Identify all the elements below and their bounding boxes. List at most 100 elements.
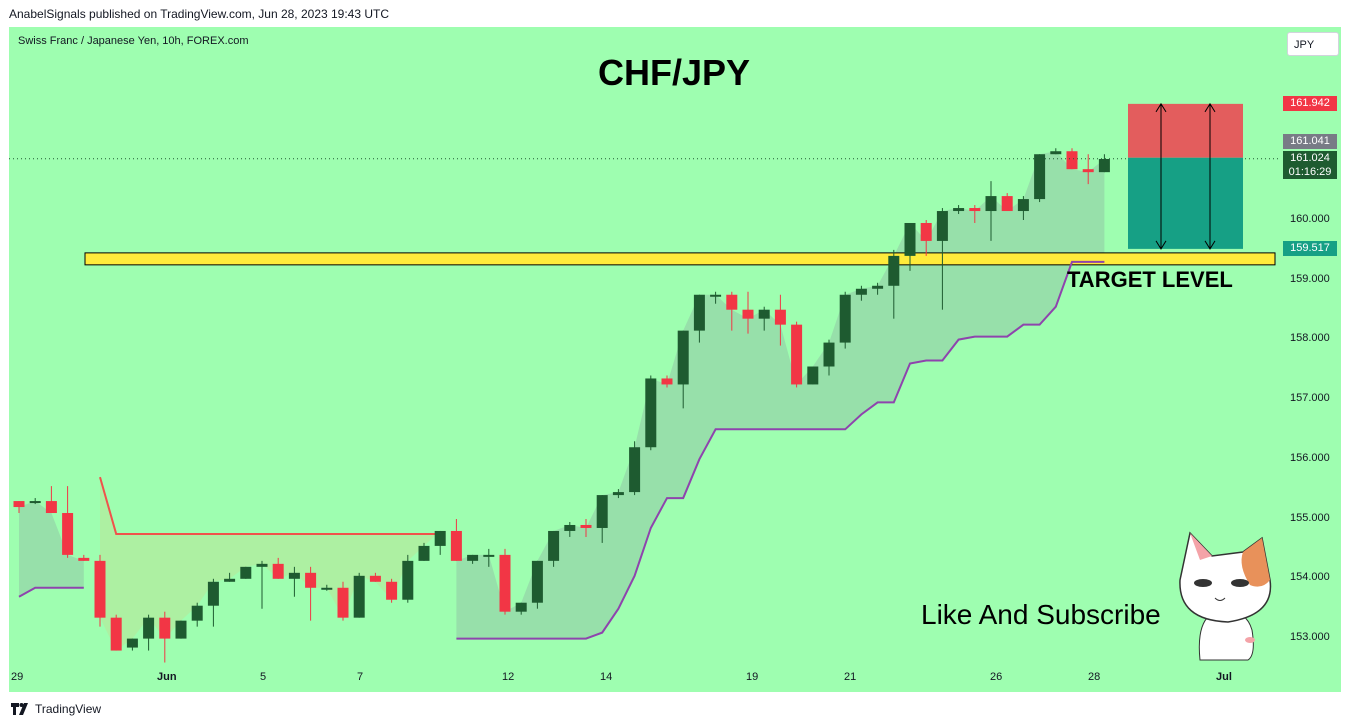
candle-body (791, 324, 803, 385)
x-tick-label: 28 (1088, 671, 1101, 683)
target-zone-band (84, 252, 1276, 266)
last-price-value: 161.024 (1290, 152, 1330, 164)
candle-body (807, 366, 819, 385)
candle-body (953, 208, 965, 212)
candle-body (321, 587, 333, 590)
trail-stop-line-long (456, 260, 1105, 640)
last-price-tag: 161.024 01:16:29 (1283, 151, 1337, 179)
candle-body (564, 524, 576, 531)
candle-body (13, 501, 25, 508)
candle-body (337, 587, 349, 618)
candle-body (580, 524, 592, 528)
currency-selector[interactable]: JPY (1287, 32, 1339, 56)
candle-body (78, 557, 90, 561)
x-tick-label: 5 (260, 671, 267, 683)
footer-brand: TradingView (35, 702, 102, 716)
target-price-tag: 159.517 (1283, 241, 1337, 256)
candle-body (224, 578, 236, 582)
candle-body (872, 285, 884, 289)
y-tick-label: 153.000 (1290, 631, 1330, 643)
candle-body (758, 309, 770, 319)
trail-fill-area (100, 477, 441, 651)
candle-body (418, 545, 430, 561)
candle-body (256, 563, 268, 567)
x-tick-label: 12 (502, 671, 515, 683)
candle-body (1050, 151, 1062, 155)
y-tick-label: 156.000 (1290, 452, 1330, 464)
candle-body (1098, 159, 1110, 173)
candle-body (742, 309, 754, 319)
candle-body (272, 563, 284, 579)
like-subscribe-text: Like And Subscribe (921, 599, 1161, 630)
symbol-label: Swiss Franc / Japanese Yen, 10h, FOREX.c… (18, 35, 249, 47)
arrow-head-down-icon (1155, 240, 1167, 250)
candle-body (710, 294, 722, 297)
trail-fill-area (19, 501, 84, 597)
y-tick-label: 159.000 (1290, 273, 1330, 285)
candle-body (596, 495, 608, 528)
candle-body (1082, 169, 1094, 173)
cat-mouth-shape (1214, 597, 1226, 601)
cat-eye-shape (1231, 579, 1249, 587)
candle-body (143, 617, 155, 639)
candle-body (612, 492, 624, 496)
x-tick-label: 21 (844, 671, 857, 683)
prev-close-tag: 161.041 (1283, 134, 1337, 149)
candle-body (548, 530, 560, 561)
candle-body (839, 294, 851, 343)
cat-eye-shape (1194, 579, 1212, 587)
candle-body (369, 575, 381, 582)
candle-body (1017, 199, 1029, 212)
candle-body (985, 196, 997, 212)
candle-body (386, 581, 398, 600)
chart-title: CHF/JPY (598, 52, 751, 93)
x-tick-label: 14 (600, 671, 613, 683)
candle-body (645, 378, 657, 448)
candle-body (499, 554, 511, 612)
candle-body (467, 554, 479, 561)
candle-body (45, 501, 57, 514)
target-level-label: TARGET LEVEL (1067, 267, 1233, 292)
candle-body (450, 530, 462, 561)
candle-body (353, 575, 365, 618)
x-tick-label: 29 (11, 671, 24, 683)
x-tick-label: 19 (746, 671, 759, 683)
footer[interactable]: TradingView (11, 702, 101, 716)
take-profit-zone (1128, 157, 1243, 249)
cat-mascot-icon (1179, 531, 1272, 661)
y-tick-label: 158.000 (1290, 332, 1330, 344)
candle-body (1034, 154, 1046, 200)
cat-patch-shape (1241, 538, 1270, 587)
candle-body (904, 222, 916, 256)
candle-body (515, 602, 527, 612)
candle-body (402, 560, 414, 600)
candle-body (483, 554, 495, 557)
trail-stop-line-long (18, 586, 84, 598)
arrow-head-up-icon (1155, 102, 1167, 113)
candle-body (240, 566, 252, 579)
candle-body (920, 222, 932, 241)
candle-body (62, 513, 74, 555)
x-tick-label: Jun (157, 671, 177, 683)
candle-body (823, 342, 835, 367)
candle-body (677, 330, 689, 385)
cat-paw-shape (1245, 637, 1255, 643)
candle-body (629, 447, 641, 493)
candle-body (774, 309, 786, 325)
candle-body (936, 211, 948, 241)
tradingview-logo-icon (11, 703, 28, 715)
x-tick-label: Jul (1216, 671, 1232, 683)
arrow-head-down-icon (1204, 240, 1216, 250)
candle-body (110, 617, 122, 651)
x-tick-label: 7 (357, 671, 364, 683)
y-tick-label: 154.000 (1290, 571, 1330, 583)
candle-body (969, 208, 981, 212)
arrow-head-up-icon (1204, 102, 1216, 113)
candle-body (434, 530, 446, 546)
candle-body (191, 605, 203, 621)
candle-body (94, 560, 106, 618)
candle-body (855, 288, 867, 295)
candle-body (531, 560, 543, 603)
candle-body (1001, 196, 1013, 212)
